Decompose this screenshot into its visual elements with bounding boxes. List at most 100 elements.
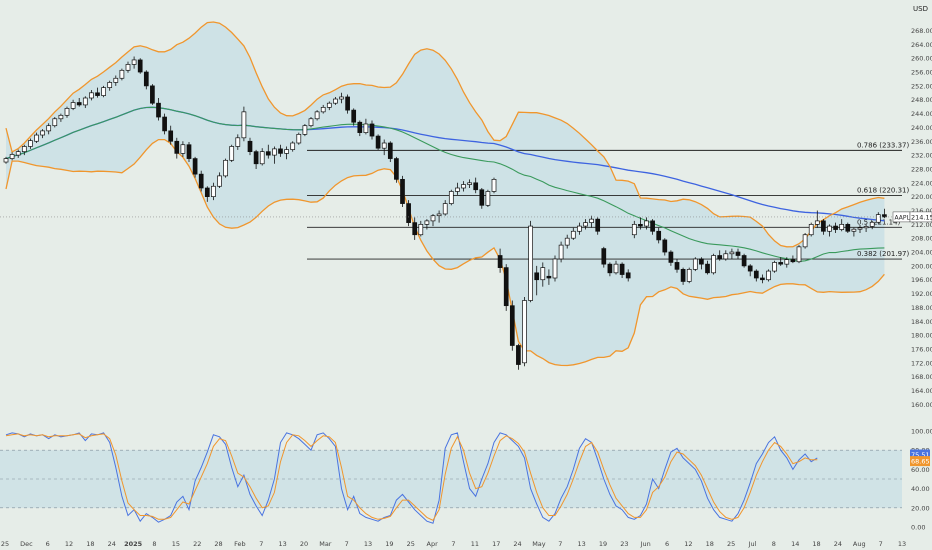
candle[interactable] bbox=[430, 213, 436, 227]
candle[interactable] bbox=[211, 182, 216, 201]
candle[interactable] bbox=[394, 156, 399, 183]
candle[interactable] bbox=[95, 87, 100, 98]
candle[interactable] bbox=[192, 156, 198, 178]
candle[interactable] bbox=[58, 113, 64, 122]
candle[interactable] bbox=[686, 267, 692, 284]
candle[interactable] bbox=[314, 110, 320, 121]
candle[interactable] bbox=[668, 250, 674, 266]
candle[interactable] bbox=[784, 257, 790, 268]
candle[interactable] bbox=[186, 141, 192, 163]
candle[interactable] bbox=[790, 255, 796, 264]
candle[interactable] bbox=[467, 179, 472, 188]
candle[interactable] bbox=[198, 170, 204, 192]
candle[interactable] bbox=[265, 144, 271, 159]
candle[interactable] bbox=[503, 264, 509, 311]
candle[interactable] bbox=[882, 208, 887, 219]
candle[interactable] bbox=[15, 149, 21, 158]
candle[interactable] bbox=[162, 113, 167, 135]
candle[interactable] bbox=[235, 134, 241, 150]
candle[interactable] bbox=[406, 200, 411, 227]
candle[interactable] bbox=[802, 233, 808, 249]
candle[interactable] bbox=[479, 188, 485, 209]
candle[interactable] bbox=[345, 94, 350, 114]
candle[interactable] bbox=[497, 248, 503, 273]
candle[interactable] bbox=[589, 215, 594, 228]
candle[interactable] bbox=[851, 227, 857, 237]
candle[interactable] bbox=[570, 227, 576, 240]
candle[interactable] bbox=[278, 144, 283, 157]
candle[interactable] bbox=[857, 225, 863, 233]
candle[interactable] bbox=[259, 148, 265, 166]
candle[interactable] bbox=[302, 123, 308, 137]
candle[interactable] bbox=[735, 248, 741, 259]
candle[interactable] bbox=[272, 146, 277, 164]
candle[interactable] bbox=[766, 269, 771, 282]
candle[interactable] bbox=[821, 219, 826, 235]
candle[interactable] bbox=[619, 262, 625, 278]
candle[interactable] bbox=[656, 227, 662, 244]
candle[interactable] bbox=[455, 182, 460, 195]
candle[interactable] bbox=[76, 98, 82, 107]
candle[interactable] bbox=[357, 120, 363, 137]
candle[interactable] bbox=[705, 260, 710, 275]
candle[interactable] bbox=[747, 264, 753, 277]
candle[interactable] bbox=[107, 80, 113, 91]
price-axis[interactable]: USD 268.00 264.00 260.00 256.00 252.00 248.00 2… bbox=[911, 5, 932, 409]
candle[interactable] bbox=[558, 241, 564, 263]
candle[interactable] bbox=[522, 297, 527, 367]
candle[interactable] bbox=[3, 156, 9, 164]
candle[interactable] bbox=[387, 141, 393, 163]
candle[interactable] bbox=[424, 219, 430, 230]
candle[interactable] bbox=[509, 300, 515, 351]
candle[interactable] bbox=[40, 129, 45, 139]
candle[interactable] bbox=[296, 132, 302, 145]
candle[interactable] bbox=[638, 217, 643, 230]
time-axis[interactable]: 25 Dec 6 12 18 24 2025 8 15 22 28 Feb 7 13 20 Mar 7 13 19 2… bbox=[1, 540, 906, 548]
candle[interactable] bbox=[699, 257, 704, 270]
candle[interactable] bbox=[174, 137, 180, 159]
candle[interactable] bbox=[564, 234, 570, 249]
candle[interactable] bbox=[833, 222, 838, 233]
candlestick-series[interactable] bbox=[0, 56, 902, 370]
candle[interactable] bbox=[101, 85, 106, 98]
candle[interactable] bbox=[552, 255, 558, 282]
candle[interactable] bbox=[168, 125, 174, 145]
candle[interactable] bbox=[70, 99, 76, 111]
candle[interactable] bbox=[839, 219, 845, 232]
candle[interactable] bbox=[741, 253, 747, 268]
candle[interactable] bbox=[436, 210, 442, 223]
candle[interactable] bbox=[863, 224, 869, 232]
candle[interactable] bbox=[577, 222, 582, 235]
candle[interactable] bbox=[442, 200, 448, 216]
candle[interactable] bbox=[381, 139, 387, 156]
candle[interactable] bbox=[217, 172, 222, 188]
candle[interactable] bbox=[796, 245, 802, 264]
candle[interactable] bbox=[339, 92, 344, 104]
candle[interactable] bbox=[137, 58, 143, 74]
candle[interactable] bbox=[125, 61, 131, 73]
candle[interactable] bbox=[601, 246, 607, 268]
candle[interactable] bbox=[729, 248, 735, 259]
candle[interactable] bbox=[845, 222, 851, 233]
candle[interactable] bbox=[583, 219, 588, 230]
candle[interactable] bbox=[448, 189, 454, 206]
candle[interactable] bbox=[46, 123, 52, 135]
candle[interactable] bbox=[320, 104, 326, 114]
candle[interactable] bbox=[808, 222, 814, 237]
candle[interactable] bbox=[418, 220, 424, 237]
candle[interactable] bbox=[253, 149, 259, 169]
candle[interactable] bbox=[662, 238, 668, 256]
candle[interactable] bbox=[308, 117, 314, 128]
candle[interactable] bbox=[711, 253, 716, 275]
candle[interactable] bbox=[717, 250, 723, 261]
candle[interactable] bbox=[516, 343, 521, 370]
candle[interactable] bbox=[607, 262, 613, 277]
candle[interactable] bbox=[333, 96, 338, 105]
candle[interactable] bbox=[412, 217, 418, 240]
candle[interactable] bbox=[546, 269, 552, 285]
candle[interactable] bbox=[52, 117, 58, 128]
candle[interactable] bbox=[180, 141, 186, 157]
candle[interactable] bbox=[674, 258, 680, 273]
candle[interactable] bbox=[34, 132, 39, 143]
